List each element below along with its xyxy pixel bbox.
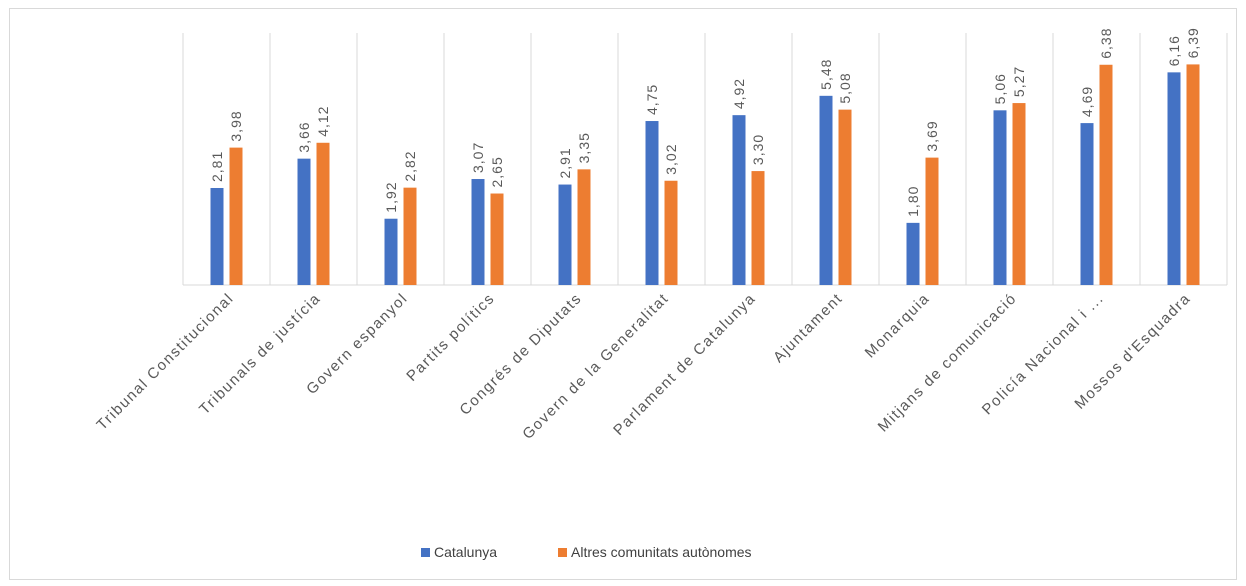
bar-altres [751, 171, 765, 285]
data-label: 3,07 [470, 142, 486, 173]
x-tick-label: Parlament de Catalunya [610, 290, 759, 439]
data-label: 4,12 [315, 106, 331, 137]
bar-altres [490, 193, 504, 285]
bar-catalunya [993, 110, 1007, 286]
data-label: 3,02 [663, 143, 679, 174]
x-tick-label: Partits polítics [403, 290, 498, 385]
bar-catalunya [732, 115, 746, 285]
data-label: 3,35 [576, 132, 592, 163]
chart-area: 2,81 3,98 Tribunal Constitucional 3,66 4,12 T… [9, 8, 1237, 580]
bar-catalunya [384, 218, 398, 285]
bar-catalunya [210, 187, 224, 285]
data-label: 2,81 [209, 151, 225, 182]
legend-label-altres: Altres comunitats autònomes [571, 544, 752, 560]
data-label: 2,82 [402, 150, 418, 181]
data-label: 4,92 [731, 78, 747, 109]
data-label: 2,65 [489, 156, 505, 187]
bar-altres [664, 180, 678, 285]
bar-altres [925, 157, 939, 285]
data-label: 4,69 [1079, 86, 1095, 117]
bar-altres [403, 187, 417, 285]
legend-swatch-catalunya [421, 548, 430, 557]
data-label: 1,80 [905, 186, 921, 217]
x-tick-label: Ajuntament [770, 290, 846, 366]
legend-swatch-altres [558, 548, 567, 557]
bar-catalunya [645, 121, 659, 285]
bar-catalunya [819, 95, 833, 286]
data-label: 6,16 [1166, 35, 1182, 66]
bar-altres [316, 142, 330, 285]
data-label: 3,69 [924, 120, 940, 151]
bar-catalunya [471, 179, 485, 285]
x-tick-label: Tribunal Constitucional [93, 290, 237, 434]
bar-catalunya [297, 158, 311, 285]
bar-altres [229, 147, 243, 285]
data-label: 1,92 [383, 181, 399, 212]
x-tick-label: Mitjans de comunicació [875, 290, 1021, 436]
data-label: 6,39 [1185, 27, 1201, 58]
data-label: 5,48 [818, 59, 834, 90]
data-label: 6,38 [1098, 28, 1114, 59]
bar-catalunya [906, 222, 920, 285]
bar-catalunya [558, 184, 572, 285]
bar-catalunya [1080, 123, 1094, 285]
bar-altres [1186, 64, 1200, 285]
data-label: 5,27 [1011, 66, 1027, 97]
bar-altres [577, 169, 591, 285]
bar-catalunya [1167, 72, 1181, 285]
data-label: 3,98 [228, 110, 244, 141]
x-tick-label: Monarquia [862, 290, 934, 362]
data-label: 3,30 [750, 134, 766, 165]
x-tick-label: Govern de la Generalitat [519, 290, 672, 443]
legend-label-catalunya: Catalunya [434, 544, 497, 560]
data-label: 3,66 [296, 121, 312, 152]
data-label: 5,08 [837, 72, 853, 103]
data-label: 2,91 [557, 147, 573, 178]
bar-altres [1099, 64, 1113, 285]
data-label: 4,75 [644, 84, 660, 115]
bar-altres [838, 109, 852, 285]
data-label: 5,06 [992, 73, 1008, 104]
bar-altres [1012, 103, 1026, 285]
